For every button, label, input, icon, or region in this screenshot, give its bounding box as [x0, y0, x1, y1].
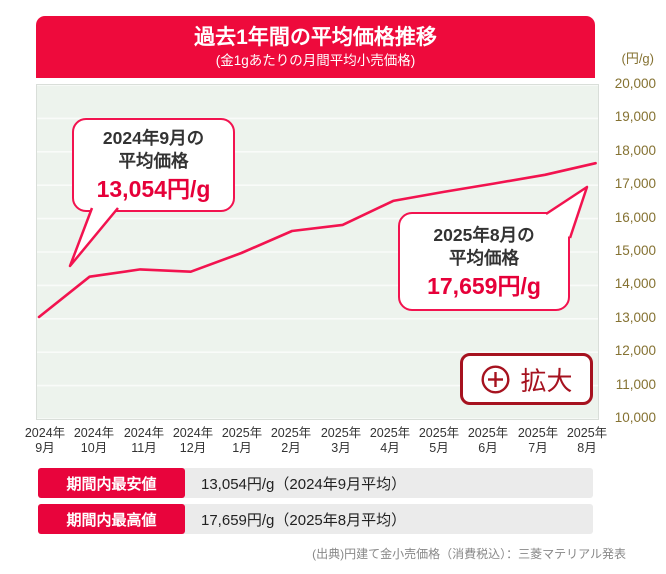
y-axis-tick-label: 16,000 — [614, 210, 656, 225]
x-axis-tick-label: 2024年 10月 — [73, 426, 115, 455]
y-axis-tick-label: 15,000 — [614, 243, 656, 258]
chart-title-banner: 過去1年間の平均価格推移 (金1gあたりの月間平均小売価格) — [36, 16, 595, 78]
y-axis-tick-label: 19,000 — [614, 109, 656, 124]
price-line — [37, 161, 597, 319]
callout-heading: 平均価格 — [449, 247, 519, 268]
zoom-button[interactable]: 拡大 — [460, 353, 593, 405]
callout-heading: 2025年8月の — [433, 224, 535, 245]
y-axis-tick-label: 14,000 — [614, 276, 656, 291]
x-axis-tick-label: 2024年 11月 — [123, 426, 165, 455]
x-axis-tick-label: 2025年 4月 — [369, 426, 411, 455]
callout-value: 17,659円/g — [427, 272, 541, 299]
summary-row-highest: 期間内最高値 17,659円/g（2025年8月平均） — [38, 504, 593, 534]
x-axis-tick-label: 2025年 1月 — [221, 426, 263, 455]
y-axis-tick-label: 17,000 — [614, 176, 656, 191]
x-axis-tick-label: 2025年 7月 — [517, 426, 559, 455]
lowest-price-value: 13,054円/g（2024年9月平均） — [201, 475, 407, 493]
chart-subtitle: (金1gあたりの月間平均小売価格) — [215, 52, 416, 68]
plus-circle-icon — [481, 364, 510, 394]
y-axis-labels: 20,000 19,000 18,000 17,000 16,000 15,000 14,0… — [598, 0, 656, 430]
source-note: (出典)円建て金小売価格（消費税込）：三菱マテリアル発表 — [312, 547, 626, 561]
x-axis-tick-label: 2025年 8月 — [566, 426, 608, 455]
callout-heading: 2024年9月の — [102, 128, 205, 148]
y-axis-tick-label: 10,000 — [614, 410, 656, 425]
x-axis-tick-label: 2025年 6月 — [467, 426, 509, 455]
y-axis-tick-label: 11,000 — [615, 377, 656, 392]
y-axis-unit-label: (円/g) — [621, 51, 654, 66]
x-axis-labels: 2024年 9月 2024年 10月 2024年 11月 2024年 12月 2025年 1月 20… — [0, 426, 666, 460]
highest-price-value: 17,659円/g（2025年8月平均） — [201, 511, 407, 529]
lowest-price-badge: 期間内最安値 — [38, 468, 185, 498]
x-axis-tick-label: 2025年 3月 — [320, 426, 362, 455]
x-axis-tick-label: 2025年 5月 — [418, 426, 460, 455]
y-axis-tick-label: 18,000 — [614, 143, 656, 158]
y-axis-tick-label: 13,000 — [614, 310, 656, 325]
x-axis-tick-label: 2024年 9月 — [24, 426, 66, 455]
y-axis-tick-label: 12,000 — [614, 343, 656, 358]
callout-value: 13,054円/g — [96, 176, 211, 202]
callout-sep-2024: 2024年9月の 平均価格 13,054円/g — [72, 118, 235, 212]
y-axis-tick-label: 20,000 — [614, 76, 656, 91]
chart-title: 過去1年間の平均価格推移 — [194, 25, 437, 49]
callout-aug-2025: 2025年8月の 平均価格 17,659円/g — [398, 212, 570, 311]
zoom-button-label: 拡大 — [520, 365, 573, 396]
x-axis-tick-label: 2024年 12月 — [172, 426, 214, 455]
summary-row-lowest: 期間内最安値 13,054円/g（2024年9月平均） — [38, 468, 593, 498]
x-axis-tick-label: 2025年 2月 — [270, 426, 312, 455]
callout-heading: 平均価格 — [118, 151, 189, 171]
highest-price-badge: 期間内最高値 — [38, 504, 185, 534]
